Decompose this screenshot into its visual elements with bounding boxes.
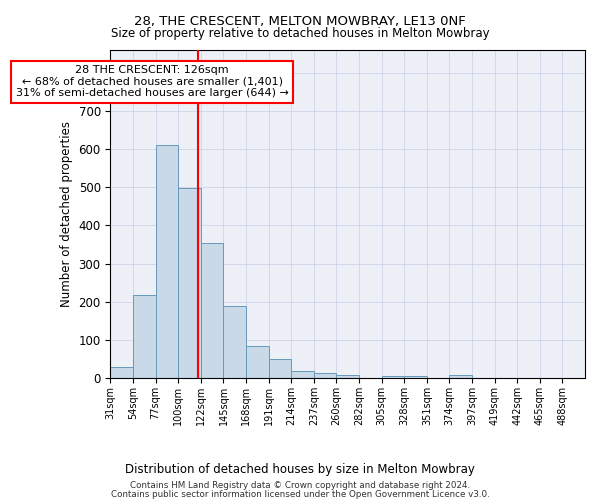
Bar: [201, 244, 223, 378]
Bar: [404, 376, 427, 378]
Bar: [291, 371, 314, 378]
Bar: [246, 346, 269, 378]
Bar: [269, 359, 291, 378]
Text: 28, THE CRESCENT, MELTON MOWBRAY, LE13 0NF: 28, THE CRESCENT, MELTON MOWBRAY, LE13 0…: [134, 15, 466, 28]
Text: Size of property relative to detached houses in Melton Mowbray: Size of property relative to detached ho…: [110, 28, 490, 40]
Bar: [337, 375, 359, 378]
Bar: [178, 188, 201, 378]
Text: Distribution of detached houses by size in Melton Mowbray: Distribution of detached houses by size …: [125, 462, 475, 475]
Bar: [110, 366, 133, 378]
Text: Contains public sector information licensed under the Open Government Licence v3: Contains public sector information licen…: [110, 490, 490, 499]
Text: Contains HM Land Registry data © Crown copyright and database right 2024.: Contains HM Land Registry data © Crown c…: [130, 481, 470, 490]
Text: 28 THE CRESCENT: 126sqm
← 68% of detached houses are smaller (1,401)
31% of semi: 28 THE CRESCENT: 126sqm ← 68% of detache…: [16, 66, 289, 98]
Bar: [155, 146, 178, 378]
Bar: [382, 376, 404, 378]
Y-axis label: Number of detached properties: Number of detached properties: [60, 121, 73, 307]
Bar: [449, 376, 472, 378]
Bar: [133, 295, 155, 378]
Bar: [314, 373, 337, 378]
Bar: [223, 306, 246, 378]
